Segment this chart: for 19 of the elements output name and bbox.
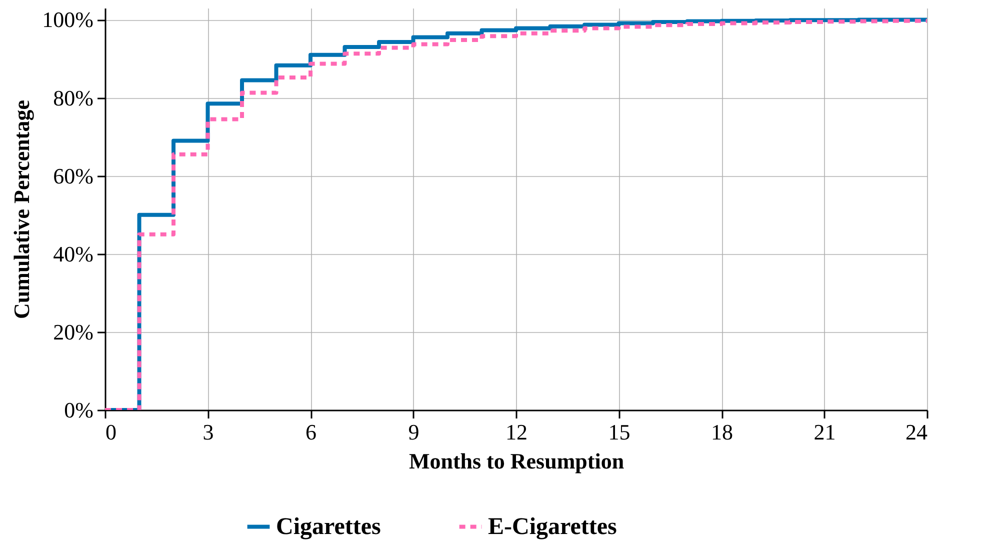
x-tick-label: 0: [106, 420, 116, 444]
x-tick-label: 21: [814, 420, 836, 444]
x-tick-label: 12: [506, 420, 528, 444]
x-tick-label: 6: [306, 420, 316, 444]
y-tick-label: 40%: [53, 241, 94, 266]
y-tick-label: 100%: [42, 7, 94, 32]
x-tick-label: 3: [202, 420, 214, 444]
y-tick-label: 20%: [53, 319, 94, 344]
x-tick-label: 18: [711, 420, 733, 444]
x-tick-label: 24: [906, 420, 928, 444]
y-tick-label: 0%: [64, 398, 94, 422]
x-tick-label: 9: [408, 420, 420, 444]
y-tick-label: 80%: [53, 85, 94, 110]
x-tick-label: 15: [608, 420, 630, 444]
x-axis-title: Months to Resumption: [408, 448, 624, 474]
legend-label: Cigarettes: [276, 514, 381, 540]
y-tick-label: 60%: [53, 163, 94, 188]
legend-label: E-Cigarettes: [488, 514, 617, 540]
y-axis-title: Cumulative Percentage: [9, 100, 34, 319]
